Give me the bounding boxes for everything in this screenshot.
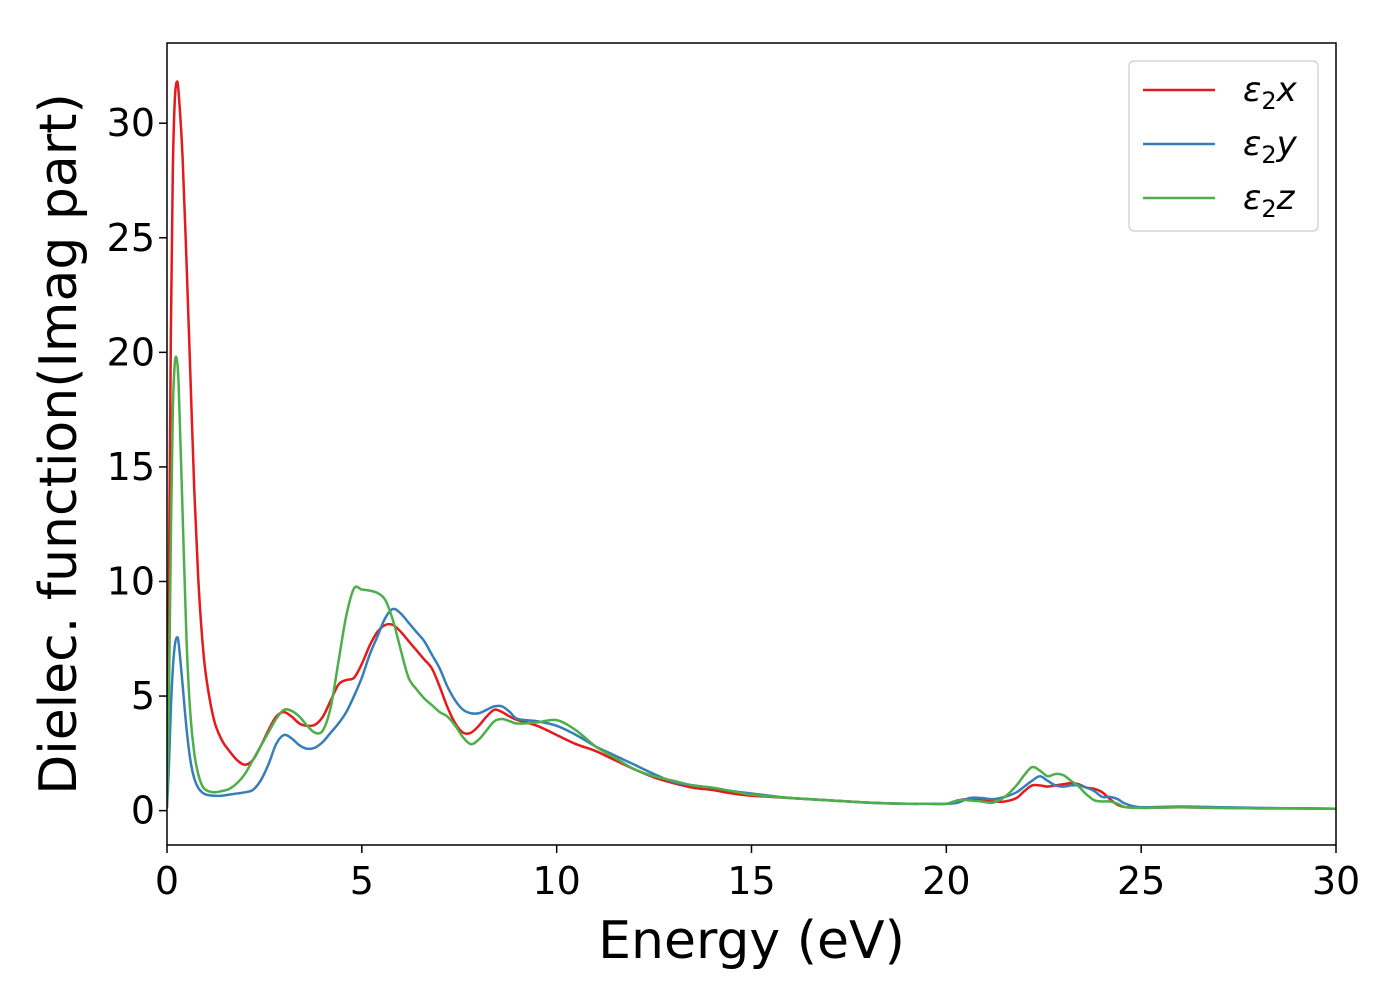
x-tick-label: 15 <box>727 859 775 903</box>
series-line-ε2y <box>167 607 1336 811</box>
legend-label-z: ε2z <box>1243 178 1296 223</box>
x-tick-label: 10 <box>532 859 580 903</box>
x-tick-label: 25 <box>1117 859 1165 903</box>
legend: ε2x ε2y ε2z <box>1128 60 1319 232</box>
y-axis-ticks: 0 5 10 15 20 25 30 <box>107 101 167 833</box>
legend-label-y: ε2y <box>1243 124 1298 169</box>
y-tick-label: 20 <box>107 330 155 374</box>
series-line-ε2x <box>167 80 1336 811</box>
x-axis-ticks: 0 5 10 15 20 25 30 <box>155 845 1360 903</box>
series-line-ε2z <box>167 355 1336 811</box>
x-tick-label: 5 <box>350 859 374 903</box>
x-tick-label: 30 <box>1312 859 1360 903</box>
x-tick-label: 0 <box>155 859 179 903</box>
y-tick-label: 10 <box>107 559 155 603</box>
y-tick-label: 30 <box>107 101 155 145</box>
series-layer <box>167 80 1336 811</box>
y-axis-label: Dielec. function(Imag part) <box>29 93 89 795</box>
y-tick-label: 5 <box>131 674 155 718</box>
legend-box <box>1128 60 1319 232</box>
x-axis-label: Energy (eV) <box>598 911 905 971</box>
y-tick-label: 25 <box>107 216 155 260</box>
legend-label-x: ε2x <box>1243 70 1298 115</box>
x-tick-label: 20 <box>922 859 970 903</box>
y-tick-label: 0 <box>131 789 155 833</box>
y-tick-label: 15 <box>107 445 155 489</box>
